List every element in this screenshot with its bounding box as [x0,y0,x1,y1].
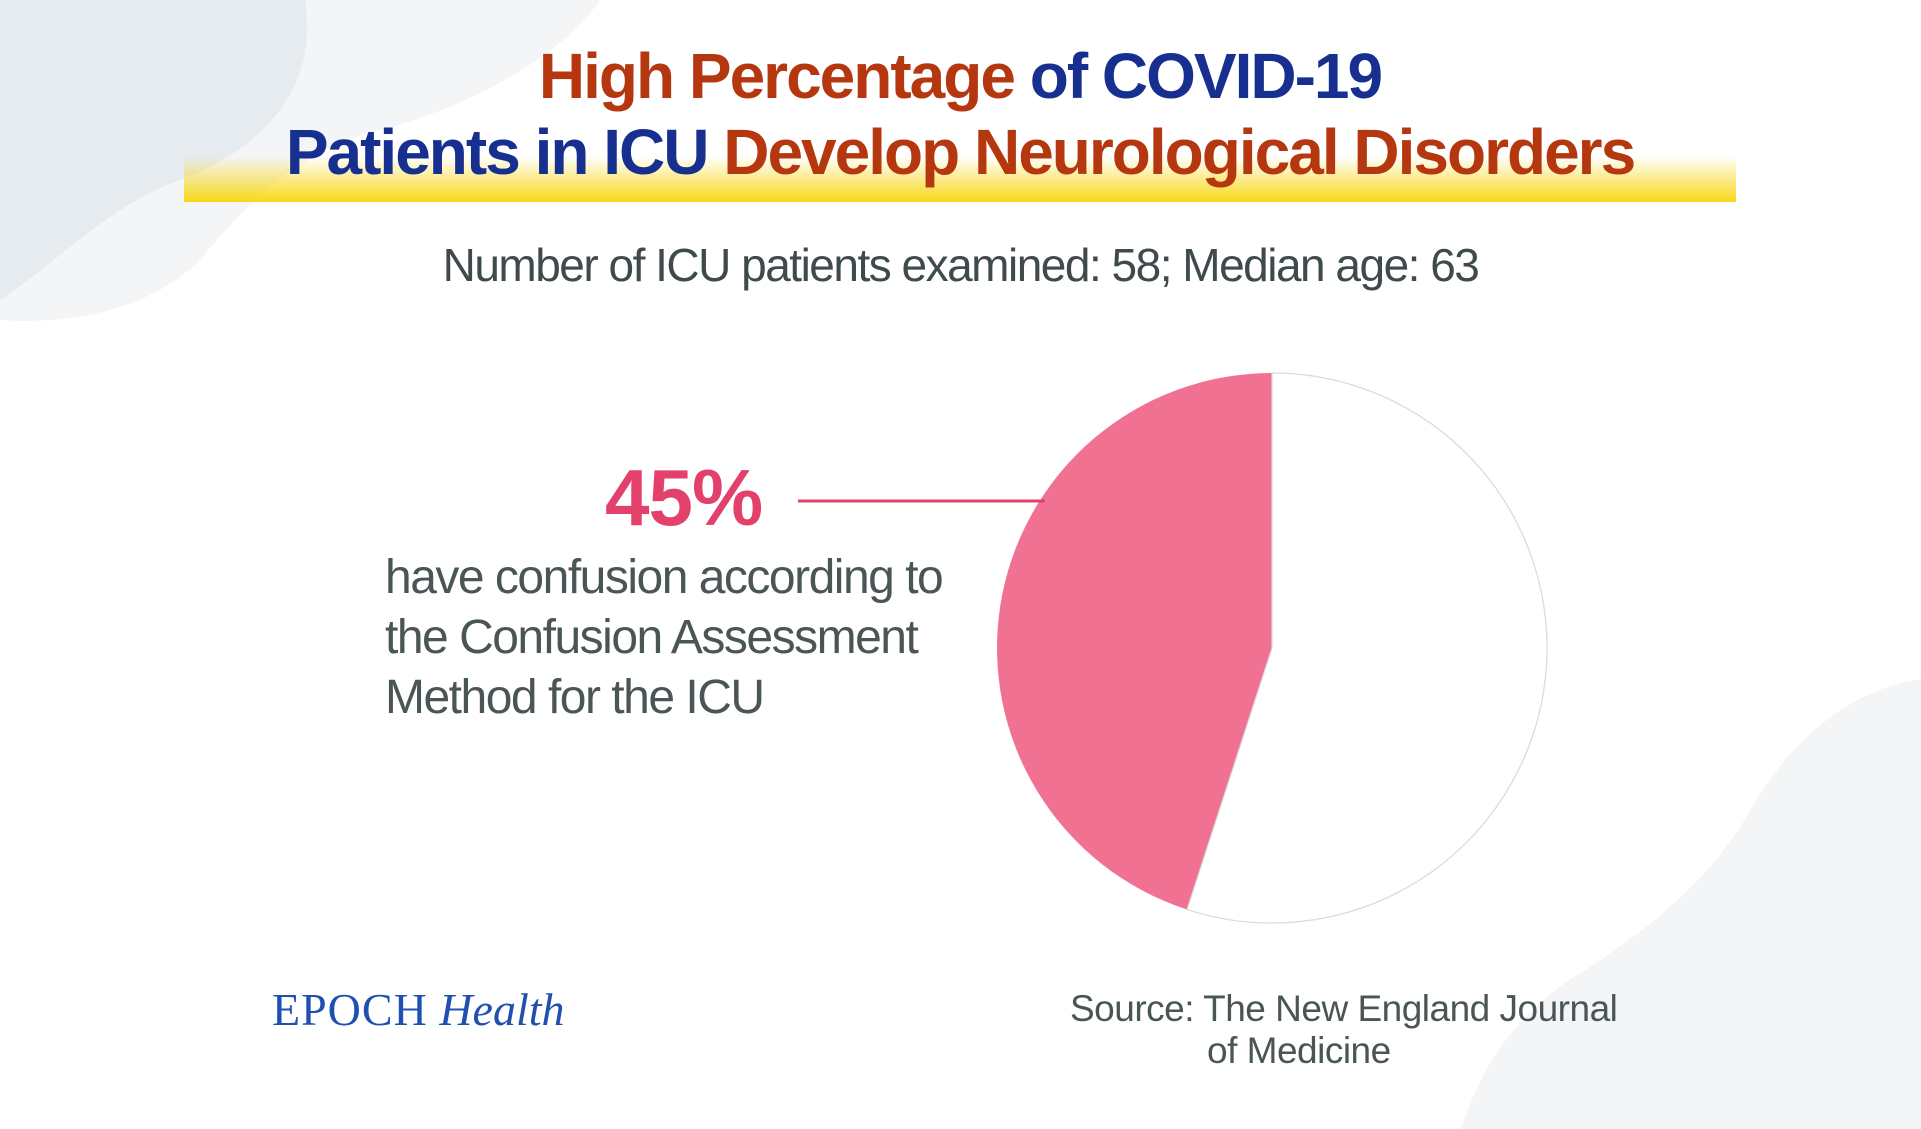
title-highlight-bar [184,156,1736,202]
logo-text-health: Health [439,984,565,1035]
title-line-1: High Percentage of COVID-19 [184,38,1736,114]
source-note: Source: The New England Journal of Medic… [1070,988,1618,1072]
callout-description-line: the Confusion Assessment [385,611,919,664]
subtitle: Number of ICU patients examined: 58; Med… [442,239,1480,291]
callout-value: 45% [605,453,763,542]
title-segment: Patients in ICU [285,116,724,188]
pie-slice-remainder [1186,372,1548,924]
callout-description: have confusion according to the Confusio… [385,548,1025,728]
pie-slice-highlight [997,373,1272,910]
epoch-health-logo: EPOCH Health [272,983,565,1036]
source-line: Source: The New England Journal [1070,988,1618,1029]
callout-description-line: have confusion according to [385,551,944,604]
source-line: of Medicine [1207,1030,1391,1071]
title-segment: Develop Neurological Disorders [723,116,1636,188]
title-segment: of COVID-19 [1029,40,1383,112]
callout-description-line: Method for the ICU [385,671,765,724]
title-line-2: Patients in ICU Develop Neurological Dis… [184,114,1736,190]
logo-text-epoch: EPOCH [272,984,428,1035]
title-block: High Percentage of COVID-19 Patients in … [184,38,1736,202]
title-segment: High Percentage [538,40,1030,112]
